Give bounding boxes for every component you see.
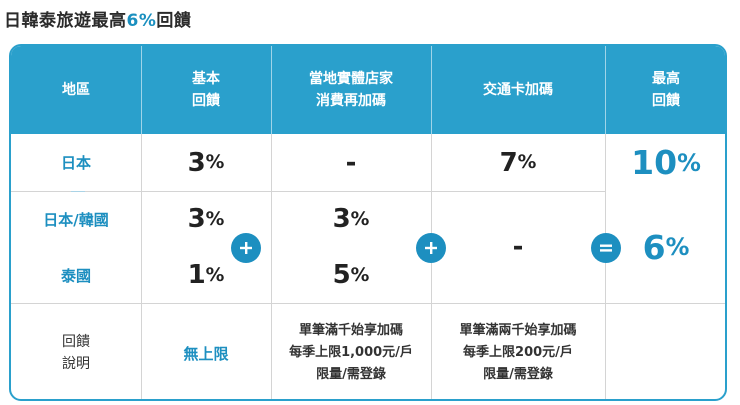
notes-local: 單筆滿千始享加碼 每季上限1,000元/戶 限量/需登錄 [289,323,413,382]
cashback-table: 地區 基本 回饋 當地實體店家 消費再加碼 交通卡加碼 最高 回饋 日本 3% - 7… [9,44,727,401]
row-divider [11,191,605,192]
japan-transit-value: 7% [499,147,537,178]
plus-icon [231,233,261,263]
column-divider [431,134,432,303]
jp-kr-base-value: 3% [187,204,225,234]
header-transit-card-bonus: 交通卡加碼 [483,82,553,98]
region-japan-korea: 日本/韓國 [43,210,109,229]
header-max-cashback: 最高 回饋 [652,71,680,109]
header-base-cashback: 基本 回饋 [192,71,220,109]
header-local-store-bonus: 當地實體店家 消費再加碼 [309,71,393,109]
title-highlight: 6% [126,11,157,31]
jp-kr-local-value: 3% [332,204,370,234]
group-transit-value: - [512,232,524,262]
notes-transit: 單筆滿兩千始享加碼 每季上限200元/戶 限量/需登錄 [459,323,577,382]
row-divider [11,303,725,304]
japan-local-value: - [345,147,357,178]
group-max-value: 6% [642,227,690,267]
page-title: 日韓泰旅遊最高6%回饋 [4,11,192,31]
table-header [11,46,725,134]
region-thailand: 泰國 [60,266,91,285]
notes-base: 無上限 [183,344,229,363]
column-divider [605,134,606,303]
plus-icon [416,233,446,263]
column-divider [141,134,142,303]
notes-label: 回饋 說明 [62,334,90,372]
header-region: 地區 [62,82,90,98]
column-divider [271,134,272,303]
thai-local-value: 5% [332,260,370,290]
region-japan: 日本 [60,154,91,172]
equals-icon [591,233,621,263]
japan-max-value: 10% [631,143,701,182]
thai-base-value: 1% [187,260,225,290]
japan-base-value: 3% [187,147,225,178]
